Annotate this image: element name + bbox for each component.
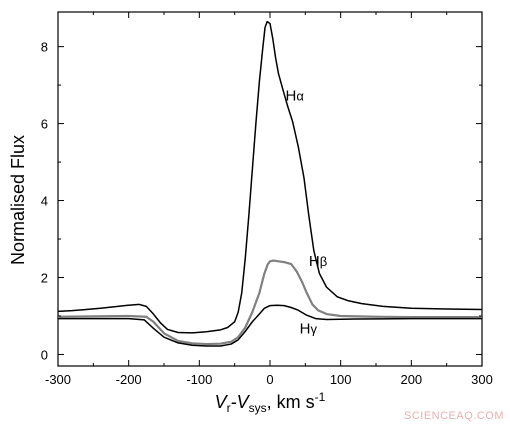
y-tick-label: 6 [41, 117, 48, 132]
y-tick-label: 2 [41, 271, 48, 286]
x-tick-label: 0 [266, 372, 273, 387]
series-label-2: Hβ [309, 253, 327, 270]
y-tick-label: 8 [41, 40, 48, 55]
x-tick-label: -100 [186, 372, 212, 387]
series-label-1: Hα [286, 88, 305, 105]
x-tick-label: 100 [330, 372, 352, 387]
x-tick-label: -300 [45, 372, 71, 387]
x-axis-title: Vr-Vsys, km s-1 [215, 390, 326, 415]
x-tick-label: 300 [471, 372, 493, 387]
plot-frame [57, 11, 483, 367]
watermark-text: SCIENCEAQ.COM [403, 410, 504, 422]
y-tick-label: 4 [41, 194, 48, 209]
series-line-1 [57, 20, 483, 334]
series-line-3 [58, 304, 482, 347]
x-tick-label: 200 [400, 372, 422, 387]
series-label-3: Hγ [300, 320, 318, 337]
series-line-2 [57, 259, 482, 346]
y-axis-title: Normalised Flux [8, 135, 28, 265]
y-tick-label: 0 [41, 347, 48, 362]
x-tick-label: -200 [116, 372, 142, 387]
